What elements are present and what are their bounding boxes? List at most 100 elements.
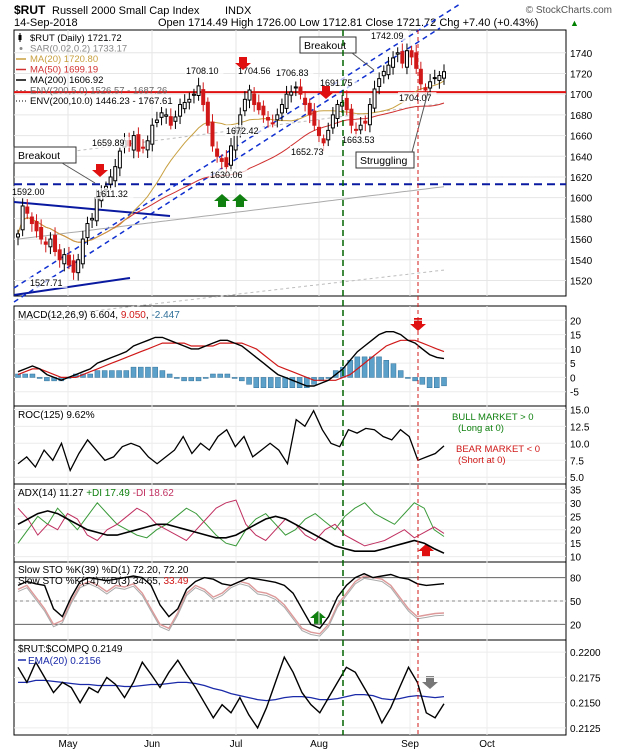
adx-label: ADX(14) 11.27 +DI 17.49 -DI 18.62: [18, 488, 174, 499]
macd-y-tick: 0: [570, 373, 576, 384]
bull-market-note-2: (Long at 0): [458, 423, 504, 434]
price-y-axis: 1520 1540 1560 1580 1600 1620 1640 1660 1680 1700…: [570, 49, 593, 288]
price-label: 1742.09: [371, 31, 404, 41]
roc-panel: 5.0 7.5 10.0 12.5 15.0 ROC(125) 9.62% BULL MAR…: [14, 405, 590, 484]
price-label: 1611.32: [96, 189, 128, 199]
rel-y-tick: 0.2200: [570, 648, 601, 659]
candle-body: [182, 101, 187, 110]
price-label-bg: [91, 137, 130, 148]
sell-arrow-icon: [235, 57, 251, 70]
price-y-tick: 1700: [570, 90, 593, 101]
macd-histogram-bar: [434, 377, 440, 388]
x-axis-month-label: Jun: [144, 739, 160, 750]
candle-body: [159, 112, 164, 118]
legend-entry: ENV(200,5.0) 1526.57 - 1687.26: [30, 86, 167, 97]
x-axis-month-label: Sep: [401, 739, 419, 750]
candle-body: [178, 104, 183, 117]
buy-arrow-icon: [214, 194, 230, 207]
rel-label: $RUT:$COMPQ 0.2149: [18, 644, 123, 655]
candle-body: [432, 77, 437, 80]
macd-histogram-bar: [426, 377, 433, 388]
price-label-bg: [185, 65, 224, 76]
annotation-label: Breakout: [304, 40, 346, 52]
price-label-bg: [275, 67, 314, 78]
candle-body: [391, 57, 396, 68]
macd-histogram-bar: [195, 377, 202, 382]
candle-body: [335, 104, 340, 119]
macd-histogram-bar: [441, 377, 447, 387]
macd-histogram-bar: [397, 370, 404, 378]
roc-line: [17, 409, 445, 473]
price-y-tick: 1660: [570, 132, 593, 143]
macd-histogram-bar: [145, 366, 151, 378]
candle-body: [76, 259, 81, 274]
price-label: 1527.71: [30, 278, 63, 288]
price-label: 1708.10: [186, 66, 219, 76]
macd-label-part: -2.447: [151, 310, 180, 321]
annotation-label: Struggling: [360, 155, 407, 167]
candle-body: [80, 238, 85, 265]
macd-label-part: ,: [115, 310, 121, 321]
x-axis-month-label: May: [59, 739, 78, 750]
macd-histogram-bar: [101, 370, 108, 378]
relative-strength-panel: 0.2125 0.2150 0.2175 0.2200 $RUT:$COMPQ 0.21…: [14, 640, 601, 735]
price-y-tick: 1640: [570, 152, 593, 163]
header-exchange: INDX: [225, 5, 252, 17]
candle-body: [71, 260, 76, 273]
adx-label-part: ADX(14) 11.27: [18, 488, 86, 499]
candle-body: [293, 86, 298, 89]
price-y-tick: 1580: [570, 214, 593, 225]
price-label-bg: [370, 30, 409, 41]
candle-body: [173, 116, 178, 122]
price-label: 1691.75: [320, 78, 353, 88]
adx-up-arrow-icon: [418, 544, 434, 557]
sell-arrow-icon: [92, 164, 108, 177]
legend-dot-icon: [19, 47, 23, 50]
price-annotations: Breakout Breakout Struggling: [13, 36, 438, 689]
price-label: 1704.56: [238, 66, 271, 76]
price-label-bg: [11, 186, 50, 197]
candle-body: [62, 254, 67, 265]
roc-y-tick: 5.0: [570, 473, 584, 484]
adx-label-part: -DI 18.62: [133, 488, 175, 499]
candle-body: [330, 114, 335, 129]
price-label-bg: [225, 125, 264, 136]
candle-body: [66, 254, 71, 266]
candle-body: [201, 89, 206, 106]
macd-histogram-bar: [159, 370, 166, 378]
bull-market-note: BULL MARKET > 0: [452, 412, 534, 423]
sto-fast-k-line: [17, 577, 445, 637]
rel-y-tick: 0.2175: [570, 673, 601, 684]
candle-body: [316, 126, 321, 137]
panel-frame-rel: [13, 639, 567, 736]
adx-y-tick: 10: [570, 553, 582, 564]
candle-body: [196, 85, 201, 96]
roc-y-tick: 15.0: [570, 405, 590, 416]
x-axis: May Jun Jul Aug Sep Oct: [59, 739, 495, 750]
price-label-bg: [237, 65, 276, 76]
price-label: 1672.42: [226, 126, 259, 136]
price-label: 1663.53: [342, 135, 375, 145]
macd-label-part: MACD(12,26,9): [18, 310, 90, 321]
candle-body: [141, 146, 146, 149]
candle-body: [43, 241, 48, 245]
candle-body: [358, 124, 363, 131]
adx-minus-di-line: [17, 499, 445, 547]
macd-histogram-bar: [267, 377, 274, 388]
macd-histogram-bar: [246, 377, 252, 385]
candle-body: [423, 87, 428, 91]
x-axis-month-label: Oct: [479, 739, 495, 750]
candle-body: [219, 158, 224, 162]
legend-entry: MA(200) 1606.92: [30, 75, 103, 86]
macd-histogram-bar: [390, 363, 397, 378]
price-label-bg: [398, 92, 437, 103]
candle-body: [326, 129, 331, 141]
candle-body: [168, 116, 173, 126]
macd-histogram-bar: [217, 373, 223, 378]
stochastic-panel: 20 50 80 Slow STO %K(39) %D(1) 72.20, 72.20…: [14, 562, 582, 640]
rel-down-arrow-icon: [422, 676, 438, 689]
roc-label: ROC(125) 9.62%: [18, 410, 95, 421]
macd-histogram-bar: [224, 373, 231, 378]
brand-label: © StockCharts.com: [526, 5, 612, 16]
sto-y-tick: 80: [570, 574, 582, 585]
